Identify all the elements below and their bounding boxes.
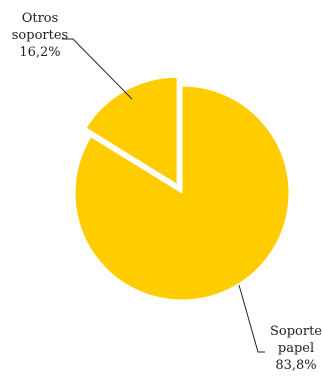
pie-slice-1	[74, 85, 290, 301]
labels-layer: Soporte papel 83,8% Otros soportes 16,2%	[12, 11, 322, 373]
leader-line-2	[62, 38, 133, 100]
slice-value-label: 83,8%	[275, 358, 316, 373]
slices-layer	[74, 76, 290, 301]
slice-category-label: soportes	[12, 28, 68, 43]
slice-label-2: Otros soportes 16,2%	[12, 11, 68, 60]
slice-category-label: papel	[278, 341, 314, 356]
slice-category-label: Otros	[22, 11, 59, 26]
leader-lines-layer	[62, 38, 265, 353]
leader-line-1	[238, 284, 265, 353]
slice-value-label: 16,2%	[19, 45, 60, 60]
pie-slice-2	[85, 76, 178, 186]
slice-category-label: Soporte	[270, 324, 322, 339]
slice-label-1: Soporte papel 83,8%	[270, 324, 322, 373]
